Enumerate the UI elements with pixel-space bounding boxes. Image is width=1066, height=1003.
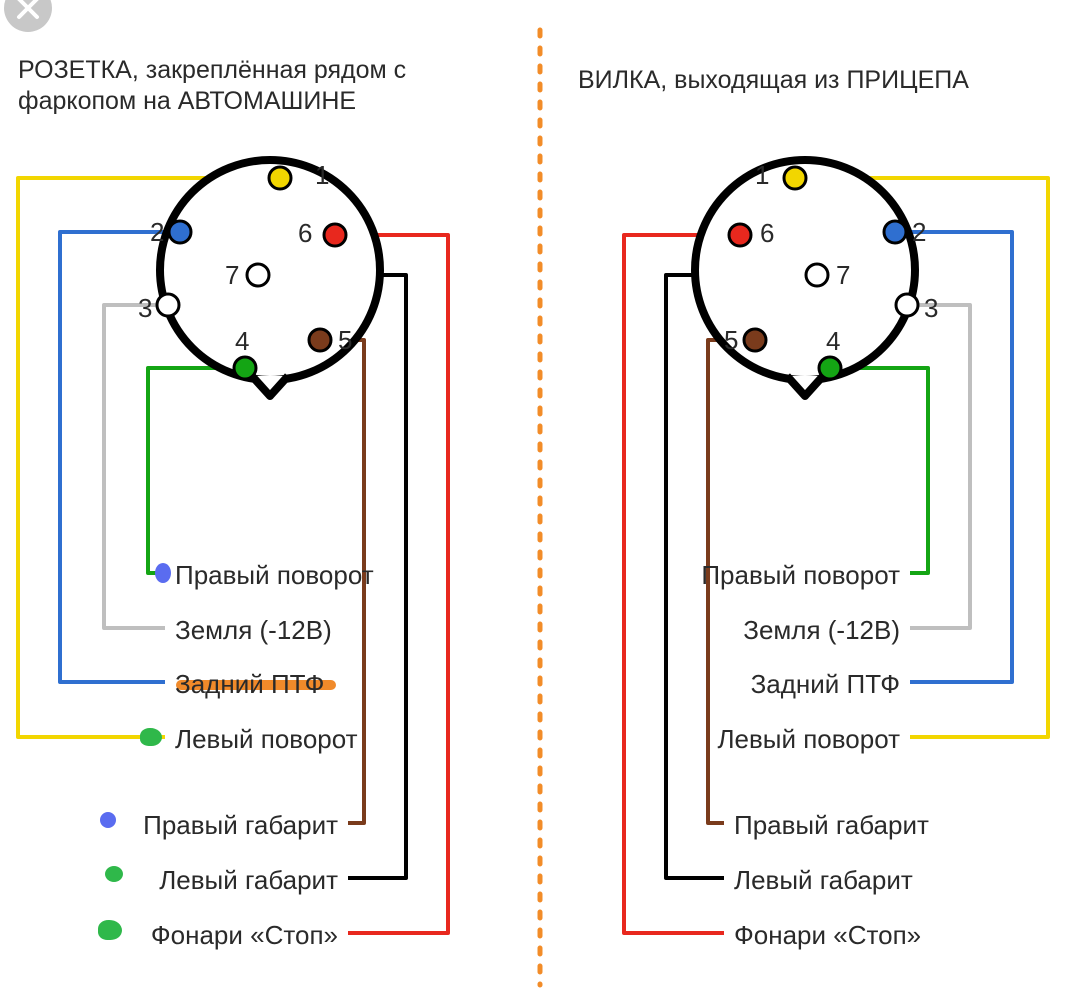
- right-pin-7: [806, 264, 828, 286]
- annotation-dot-0: [155, 563, 171, 583]
- right-pin-2: [884, 221, 906, 243]
- annotation-blob-5: [98, 920, 122, 940]
- annotation-blob-2: [140, 728, 162, 746]
- right-pin-number-1: 1: [755, 160, 769, 191]
- wire-r1: [830, 368, 928, 573]
- left-pin-number-7: 7: [225, 260, 239, 291]
- left-pin-3: [157, 294, 179, 316]
- label-l7: Фонари «Стоп»: [151, 920, 338, 951]
- left-pin-number-1: 1: [315, 160, 329, 191]
- label-r5: Правый габарит: [734, 810, 929, 841]
- left-pin-number-4: 4: [235, 326, 249, 357]
- left-pin-7: [247, 264, 269, 286]
- label-l1: Правый поворот: [175, 560, 374, 591]
- left-pin-5: [309, 329, 331, 351]
- right-pin-3: [896, 294, 918, 316]
- label-l3: Задний ПТФ: [175, 669, 324, 700]
- label-l4: Левый поворот: [175, 724, 358, 755]
- diagram-svg: [0, 0, 1066, 1003]
- label-r1: Правый поворот: [701, 560, 900, 591]
- wiring-diagram: РОЗЕТКА, закреплённая рядом с фаркопом н…: [0, 0, 1066, 1003]
- left-pin-number-5: 5: [338, 325, 352, 356]
- left-pin-1: [269, 167, 291, 189]
- label-l5: Правый габарит: [143, 810, 338, 841]
- right-pin-number-6: 6: [760, 218, 774, 249]
- left-pin-number-6: 6: [298, 218, 312, 249]
- label-l2: Земля (-12В): [175, 615, 332, 646]
- label-r7: Фонари «Стоп»: [734, 920, 921, 951]
- label-l6: Левый габарит: [159, 865, 338, 896]
- annotation-dot-4: [105, 866, 123, 882]
- right-pin-6: [729, 224, 751, 246]
- left-pin-2: [169, 221, 191, 243]
- left-pin-4: [234, 357, 256, 379]
- wire-l1: [148, 368, 245, 573]
- label-r6: Левый габарит: [734, 865, 913, 896]
- right-pin-number-5: 5: [724, 325, 738, 356]
- label-r3: Задний ПТФ: [751, 669, 900, 700]
- wire-r2: [907, 305, 970, 628]
- left-pin-number-3: 3: [138, 293, 152, 324]
- right-pin-4: [819, 357, 841, 379]
- label-r4: Левый поворот: [717, 724, 900, 755]
- right-pin-number-7: 7: [836, 260, 850, 291]
- right-pin-number-4: 4: [826, 326, 840, 357]
- right-pin-number-3: 3: [924, 293, 938, 324]
- annotation-dot-3: [100, 812, 116, 828]
- left-pin-6: [324, 224, 346, 246]
- right-pin-1: [784, 167, 806, 189]
- label-r2: Земля (-12В): [743, 615, 900, 646]
- right-pin-5: [744, 329, 766, 351]
- left-pin-number-2: 2: [150, 217, 164, 248]
- right-pin-number-2: 2: [912, 217, 926, 248]
